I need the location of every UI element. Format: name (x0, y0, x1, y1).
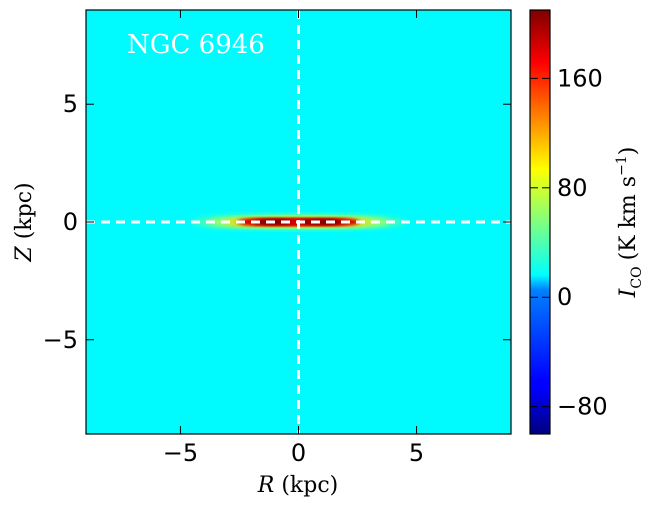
colorbar-tick-label: 160 (557, 64, 603, 92)
colorbar-exponent: −1 (614, 155, 630, 176)
y-tick-label: 5 (63, 90, 78, 118)
colorbar-tick-label: 80 (557, 174, 588, 202)
colorbar-unit: (K km s (616, 176, 641, 261)
disk-peak-1 (302, 219, 343, 225)
y-tick-label: −5 (43, 326, 78, 354)
galaxy-name-label: NGC 6946 (127, 30, 265, 60)
y-tick-label: 0 (63, 208, 78, 236)
x-tick-label: 0 (291, 439, 306, 467)
colorbar: −80 0 80 160 ICO (K km s−1) (529, 9, 645, 435)
x-tick-label: 5 (409, 439, 424, 467)
heatmap-panel: −5 0 5 −5 0 5 NGC 6946 (43, 9, 512, 467)
colorbar-symbol: I (616, 287, 641, 298)
colorbar-subscript: CO (629, 266, 645, 288)
x-axis-label: R (kpc) (257, 473, 338, 498)
colorbar-label: ICO (K km s−1) (614, 147, 645, 299)
y-axis-ticks: −5 0 5 (43, 90, 511, 354)
x-axis-symbol: R (257, 473, 275, 498)
colorbar-close: ) (616, 147, 641, 156)
y-axis-unit: (kpc) (12, 182, 37, 239)
x-axis-ticks: −5 0 5 (163, 10, 424, 467)
x-axis-unit: (kpc) (281, 473, 338, 498)
colorbar-gradient (529, 9, 551, 435)
y-axis-symbol: Z (12, 246, 37, 263)
x-tick-label: −5 (163, 439, 198, 467)
colorbar-ticks: −80 0 80 160 (530, 64, 608, 421)
y-axis-label: Z (kpc) (12, 182, 37, 262)
colorbar-tick-label: 0 (557, 283, 572, 311)
colorbar-tick-label: −80 (557, 393, 608, 421)
